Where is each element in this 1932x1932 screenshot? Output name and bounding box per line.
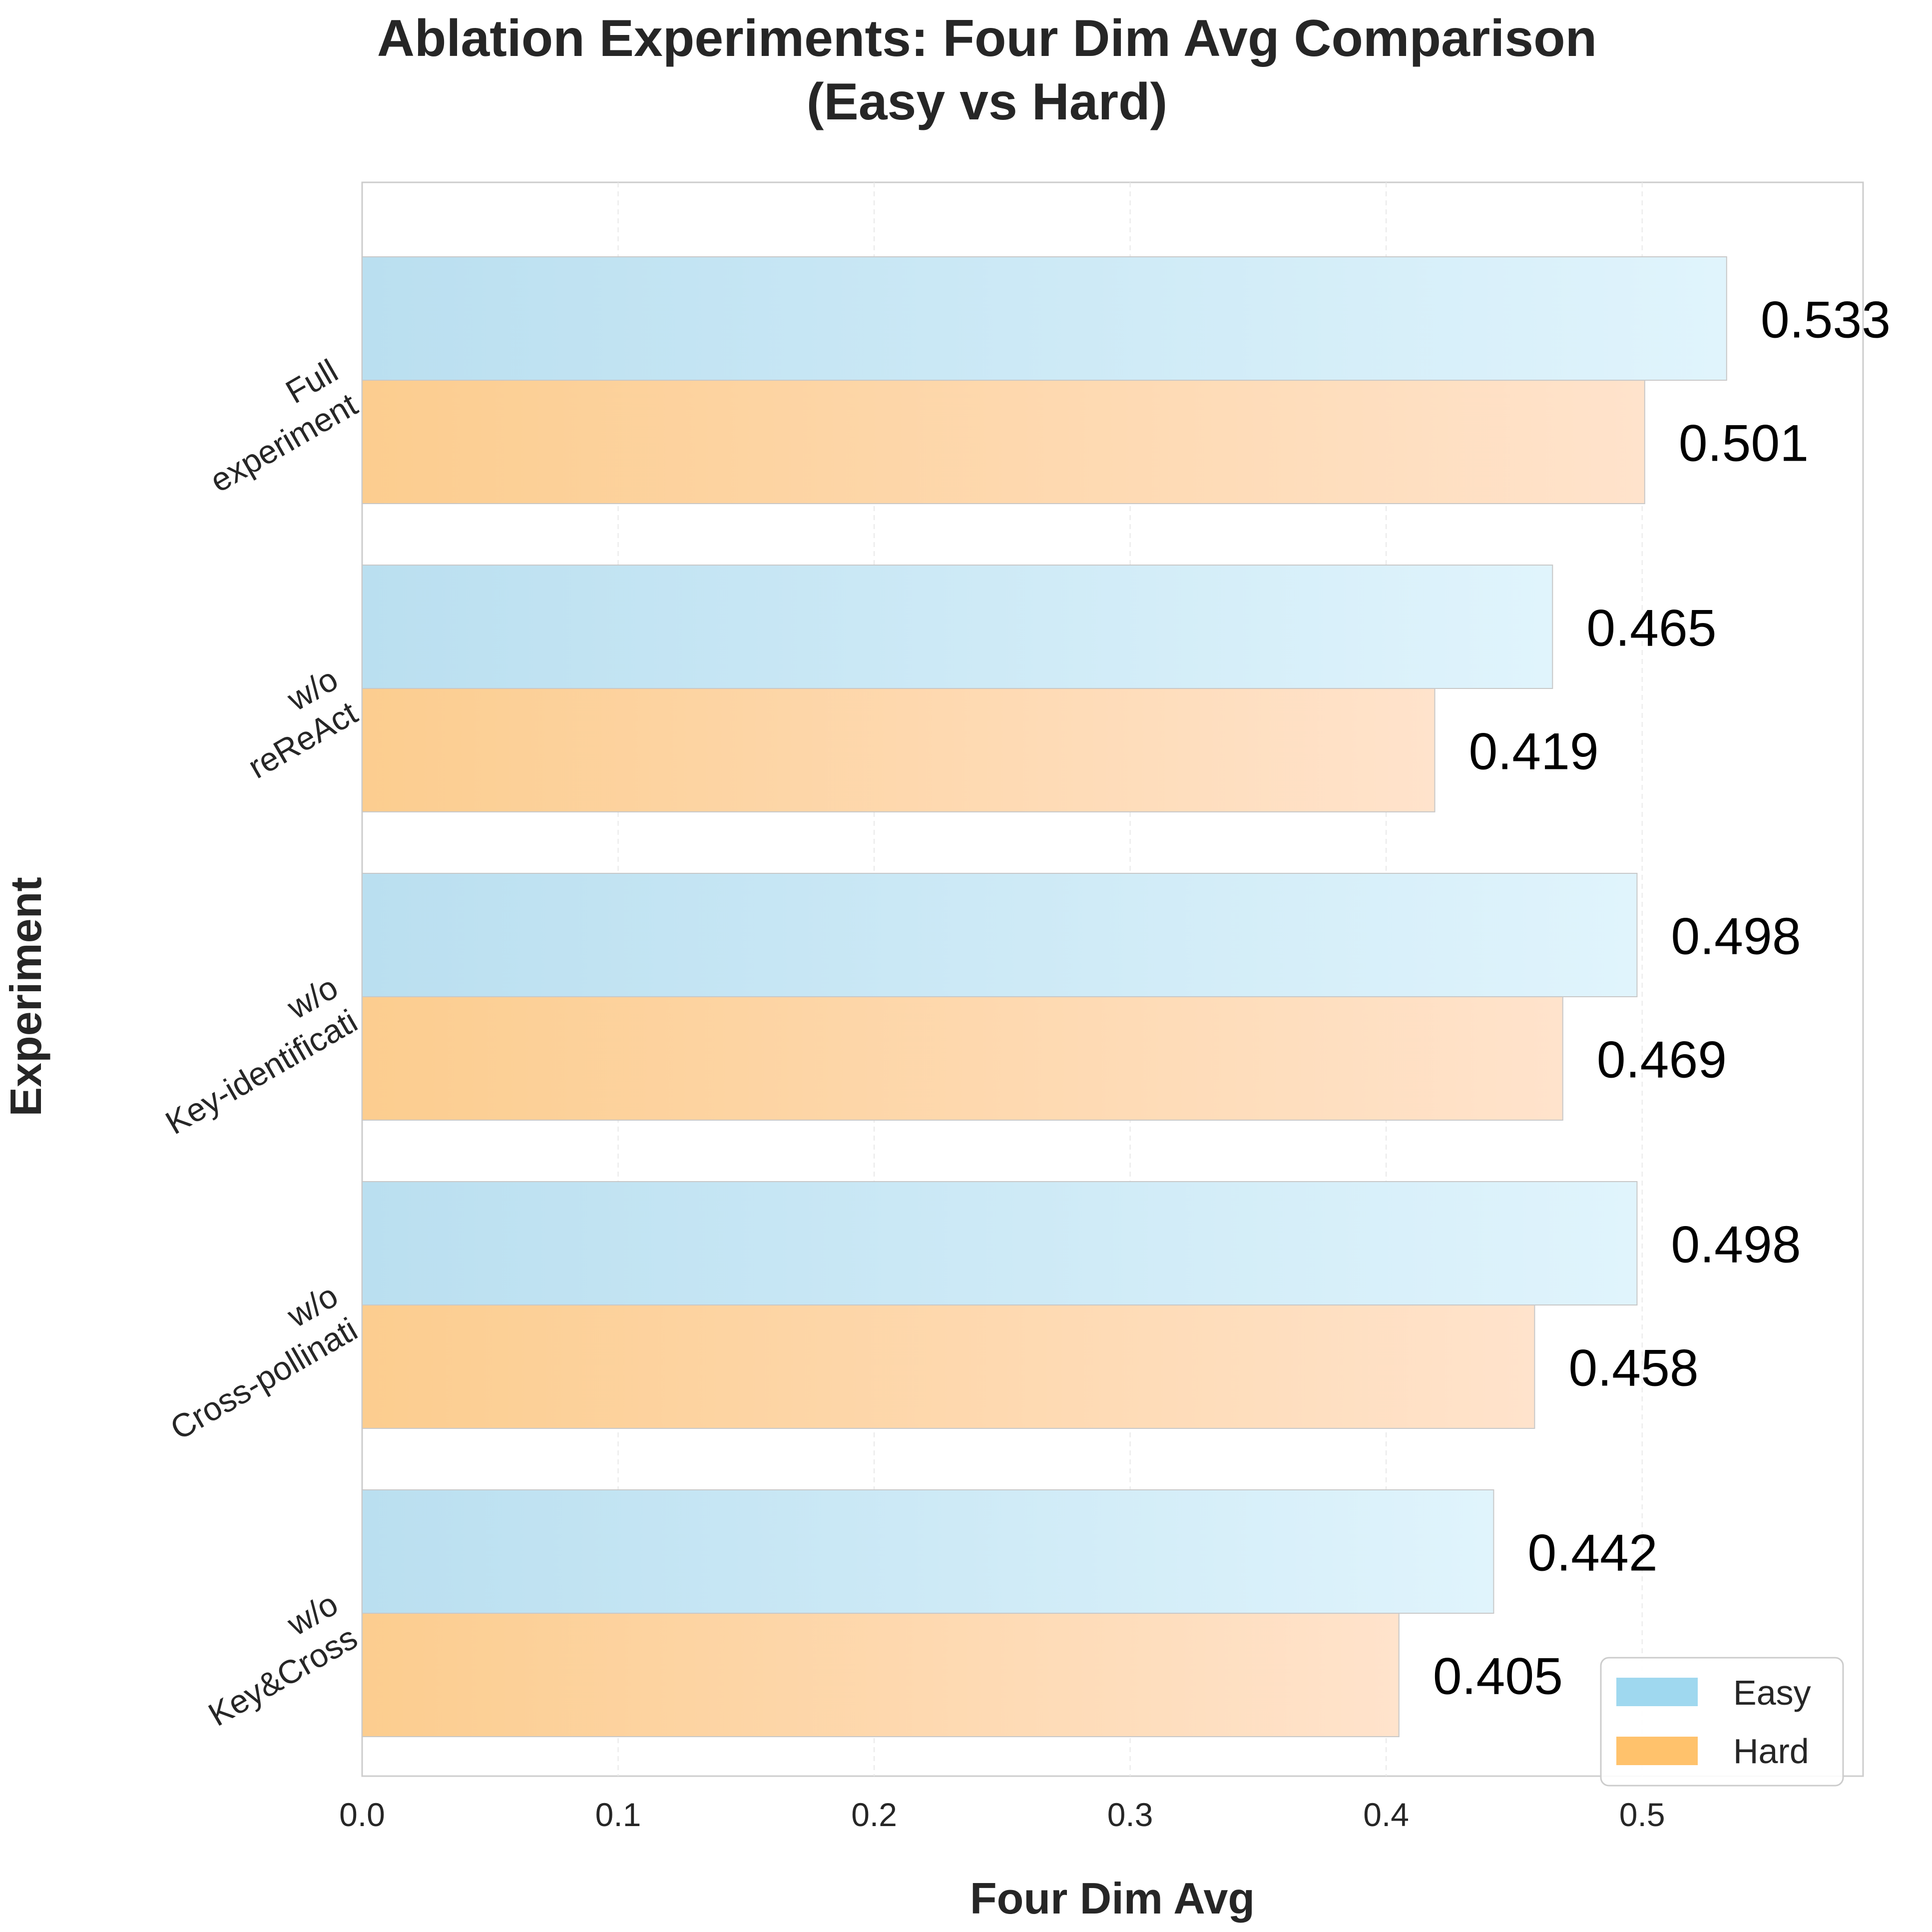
legend-swatch-easy <box>1616 1678 1698 1706</box>
bar-hard <box>362 1613 1400 1737</box>
category-label-line: Key&Cross <box>202 1619 364 1733</box>
category-label-line: Cross-pollinati <box>164 1310 363 1447</box>
value-label-hard: 0.469 <box>1597 1031 1727 1089</box>
value-label-easy: 0.465 <box>1586 600 1716 657</box>
x-ticks-layer: 0.0 0.1 0.2 0.3 0.4 0.5 <box>339 1796 1665 1833</box>
x-tick-label: 0.1 <box>595 1796 641 1833</box>
bar-easy <box>362 1181 1638 1305</box>
value-labels-layer: 0.533 0.501 0.465 0.419 0.498 0.469 0.498 0.458… <box>1433 291 1891 1706</box>
legend-label-easy: Easy <box>1733 1673 1811 1712</box>
bar-easy <box>362 873 1638 997</box>
x-tick-label: 0.4 <box>1363 1796 1409 1833</box>
value-label-hard: 0.458 <box>1568 1339 1698 1397</box>
bar-easy <box>362 565 1553 689</box>
category-label-line: Key-identificati <box>159 1002 364 1142</box>
value-label-hard: 0.419 <box>1469 723 1599 781</box>
chart-title: Ablation Experiments: Four Dim Avg Compa… <box>377 9 1597 131</box>
value-label-easy: 0.533 <box>1761 291 1891 349</box>
x-tick-label: 0.2 <box>851 1796 897 1833</box>
bar-hard <box>362 996 1563 1121</box>
bar-hard <box>362 1304 1535 1429</box>
value-label-easy: 0.498 <box>1671 908 1801 966</box>
value-label-hard: 0.405 <box>1433 1648 1563 1706</box>
bars-layer <box>362 256 1727 1737</box>
value-label-easy: 0.442 <box>1527 1524 1657 1582</box>
x-tick-label: 0.5 <box>1619 1796 1665 1833</box>
x-tick-label: 0.0 <box>339 1796 385 1833</box>
x-axis-title: Four Dim Avg <box>970 1874 1255 1923</box>
x-tick-label: 0.3 <box>1107 1796 1153 1833</box>
bar-hard <box>362 380 1645 504</box>
bar-easy <box>362 1489 1494 1614</box>
bar-hard <box>362 688 1436 812</box>
category-label-line: experiment <box>204 386 364 499</box>
value-label-hard: 0.501 <box>1679 415 1809 473</box>
legend-swatch-hard <box>1616 1737 1698 1765</box>
y-axis-title: Experiment <box>1 877 50 1116</box>
bar-easy <box>362 256 1727 381</box>
legend-label-hard: Hard <box>1733 1732 1809 1771</box>
legend: Easy Hard <box>1600 1657 1844 1787</box>
value-label-easy: 0.498 <box>1671 1216 1801 1274</box>
